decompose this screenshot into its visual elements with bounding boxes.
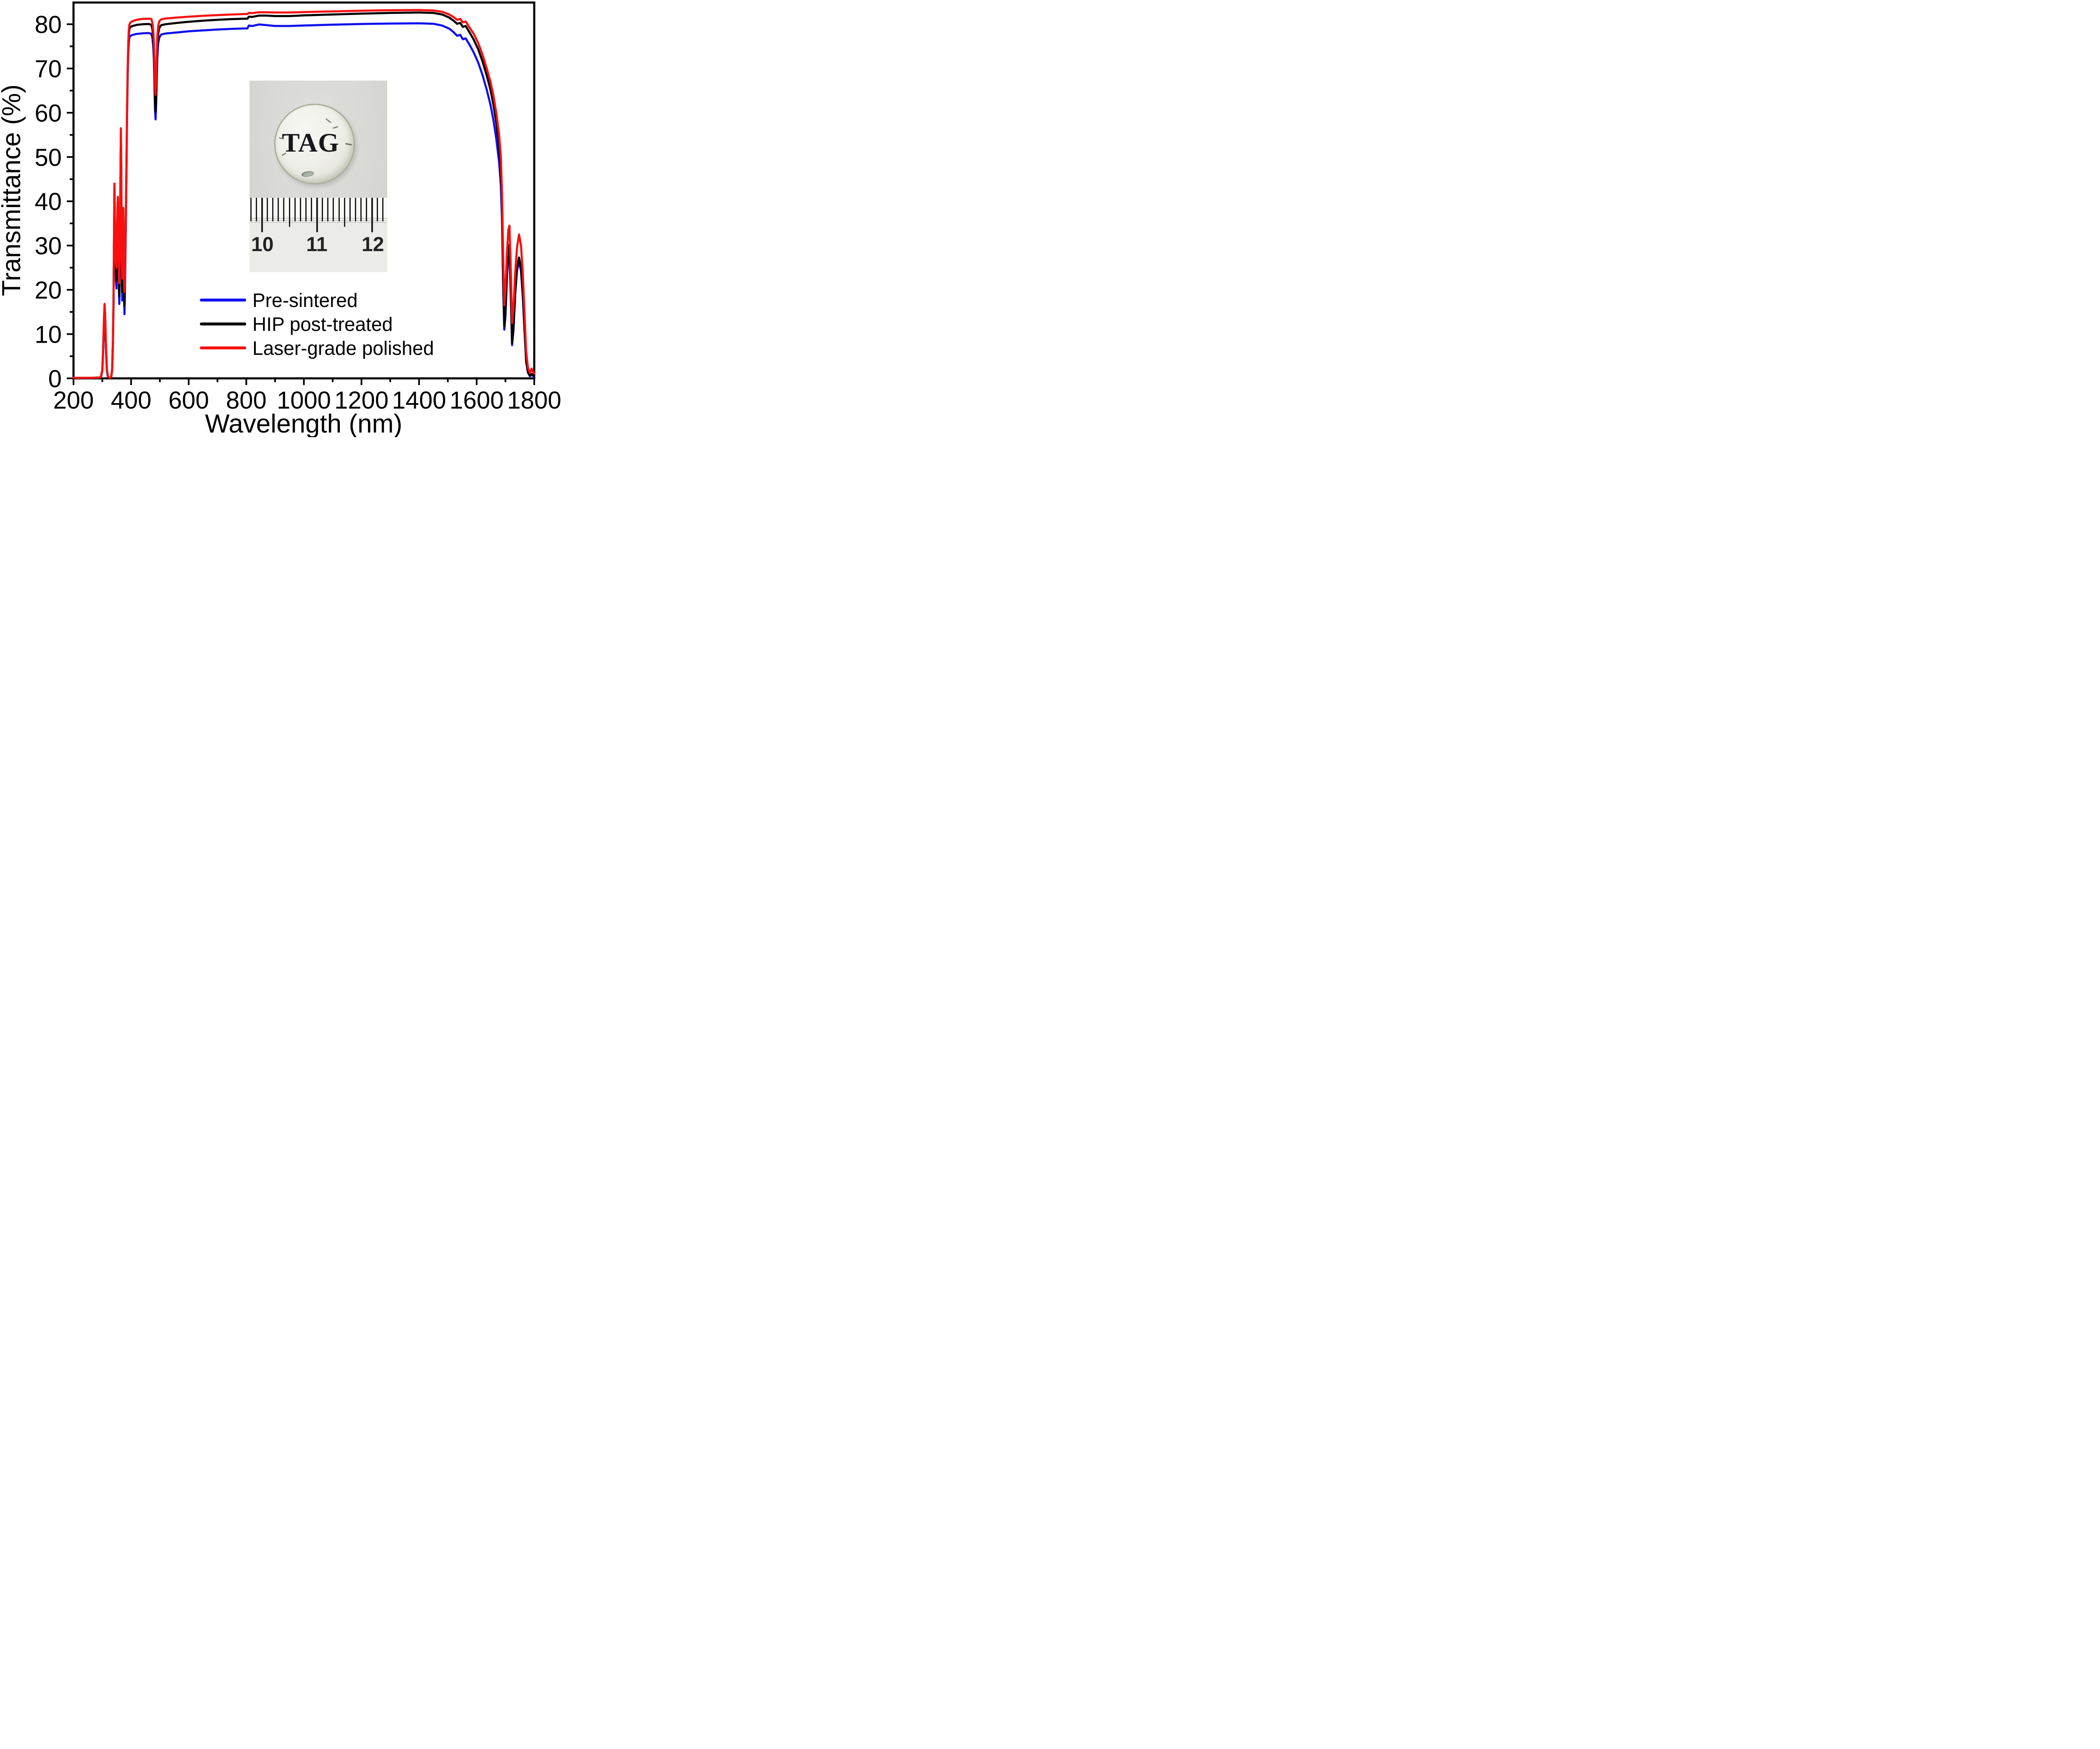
svg-text:70: 70 [34, 55, 62, 83]
svg-text:600: 600 [168, 387, 209, 414]
legend-label: Laser-grade polished [252, 337, 434, 359]
svg-text:1200: 1200 [334, 387, 388, 414]
ruler-number: 12 [362, 233, 384, 256]
ruler-mm-tick [327, 198, 329, 221]
figure-root: 0 10 20 30 40 50 60 70 80 200 400 600 800 1000 1200 140… [0, 0, 562, 437]
legend-item-laser-grade-polished: Laser-grade polished [200, 336, 434, 360]
ruler-half-cm-tick [289, 198, 290, 227]
chip-mark [325, 118, 332, 123]
ruler-number: 11 [306, 233, 328, 256]
svg-text:50: 50 [34, 144, 62, 171]
y-axis-title: Transmittance (%) [0, 84, 26, 296]
ruler-number: 10 [251, 233, 274, 256]
svg-text:60: 60 [34, 100, 62, 127]
axes: 0 10 20 30 40 50 60 70 80 200 400 600 800 1000 1200 140… [34, 1, 562, 414]
ruler-mm-tick [322, 198, 323, 221]
legend-label: HIP post-treated [252, 313, 393, 335]
ruler-cm-tick [371, 198, 373, 232]
series-line-2 [72, 9, 536, 379]
svg-text:40: 40 [34, 188, 62, 215]
transmittance-chart: 0 10 20 30 40 50 60 70 80 200 400 600 800 1000 1200 140… [0, 1, 562, 437]
sample-photo-inset: TAG 10 11 12 [249, 81, 387, 272]
ruler-mm-tick [366, 198, 368, 221]
svg-text:10: 10 [34, 321, 62, 348]
svg-text:800: 800 [226, 387, 267, 414]
ruler-mm-tick [305, 198, 307, 221]
ruler-mm-tick [360, 198, 362, 221]
ruler-mm-tick [354, 198, 356, 221]
ruler-mm-tick [294, 198, 296, 221]
ruler-edge-lines [249, 218, 387, 223]
ruler-mm-tick [338, 198, 340, 221]
legend-line-sample [200, 299, 246, 302]
ruler-mm-tick [299, 198, 301, 221]
ruler-mm-tick [377, 198, 378, 221]
chip-mark [301, 170, 315, 178]
svg-text:1400: 1400 [392, 387, 446, 414]
ruler-cm-tick [261, 198, 263, 232]
ruler-ticks [249, 198, 387, 272]
ruler-mm-tick [272, 198, 274, 221]
svg-text:1600: 1600 [449, 387, 504, 414]
ceramic-disc: TAG [274, 104, 355, 184]
svg-text:200: 200 [53, 387, 94, 414]
legend-line-sample [200, 346, 246, 349]
svg-text:1800: 1800 [507, 387, 561, 414]
legend-line-sample [200, 323, 246, 325]
legend-item-pre-sintered: Pre-sintered [200, 288, 434, 312]
data-series [72, 9, 536, 379]
ruler-mm-tick [250, 198, 252, 221]
ruler-mm-tick [278, 198, 279, 221]
ruler-mm-tick [382, 198, 384, 221]
legend-label: Pre-sintered [252, 289, 358, 311]
x-axis-title: Wavelength (nm) [205, 409, 402, 437]
svg-text:1000: 1000 [277, 387, 331, 414]
svg-text:30: 30 [34, 233, 62, 260]
ruler-half-cm-tick [344, 198, 345, 227]
ruler: 10 11 12 [249, 198, 387, 272]
chip-mark [345, 143, 352, 146]
ruler-face [249, 221, 387, 272]
ruler-mm-tick [267, 198, 268, 221]
ruler-mm-tick [255, 198, 257, 221]
ruler-mm-tick [349, 198, 351, 221]
ruler-mm-tick [283, 198, 285, 221]
svg-text:20: 20 [34, 277, 62, 304]
ruler-mm-tick [333, 198, 334, 221]
svg-text:0: 0 [48, 365, 62, 393]
svg-text:400: 400 [111, 387, 152, 414]
ruler-mm-tick [311, 198, 312, 221]
legend-item-hip-post-treated: HIP post-treated [200, 312, 434, 336]
ruler-cm-tick [316, 198, 318, 232]
disc-label: TAG [281, 128, 339, 158]
legend: Pre-sintered HIP post-treated Laser-grad… [200, 288, 434, 360]
svg-text:80: 80 [34, 11, 62, 39]
